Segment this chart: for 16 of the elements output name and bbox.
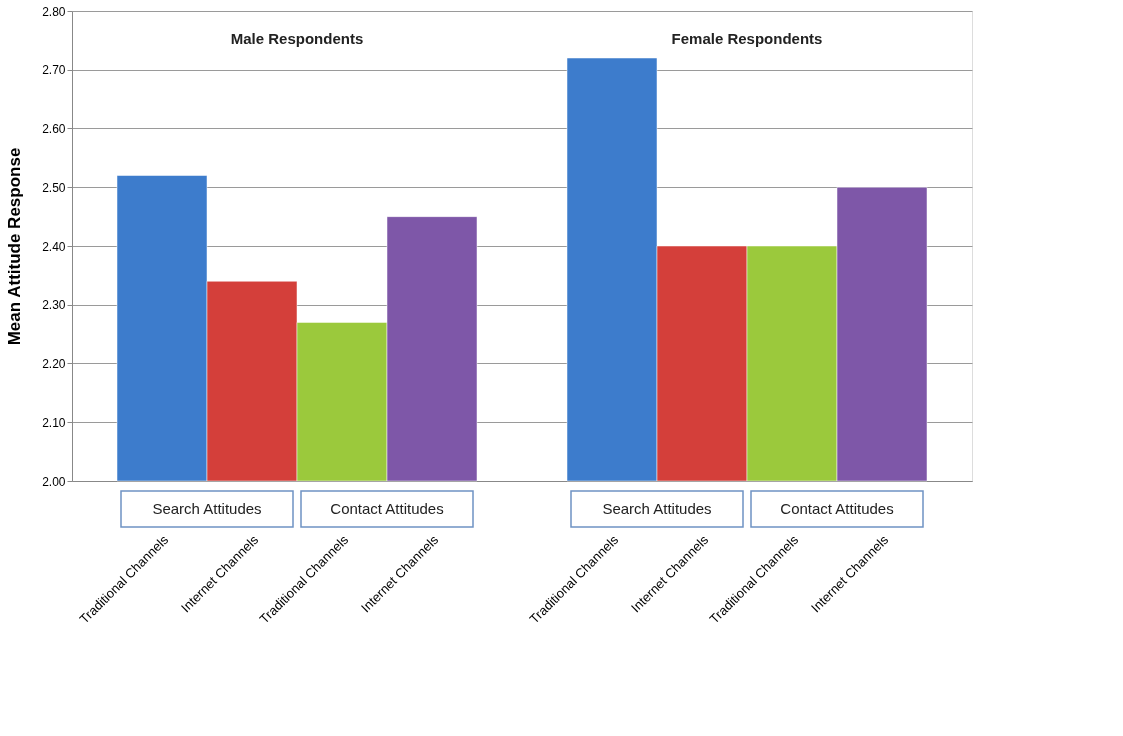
y-tick-label: 2.10 (42, 415, 66, 430)
y-tick-label: 2.80 (42, 4, 66, 19)
y-tick-label: 2.40 (42, 239, 66, 254)
y-tick-label: 2.70 (42, 63, 66, 78)
y-tick-label: 2.00 (42, 474, 66, 489)
y-tick-label: 2.20 (42, 357, 66, 371)
text: Search Attitudes (152, 500, 262, 517)
annotation: Female Respondents (671, 30, 823, 47)
y-tick-label: 2.30 (42, 298, 66, 313)
text: Search Attitudes (602, 500, 712, 517)
annotation: Male Respondents (230, 30, 364, 47)
y-tick-label: 2.60 (42, 122, 66, 136)
text: Contact Attitudes (780, 500, 894, 517)
y-tick-label: 2.50 (42, 180, 66, 195)
text: Contact Attitudes (330, 500, 444, 517)
y-axis-title: Mean Attitude Response (5, 147, 25, 346)
